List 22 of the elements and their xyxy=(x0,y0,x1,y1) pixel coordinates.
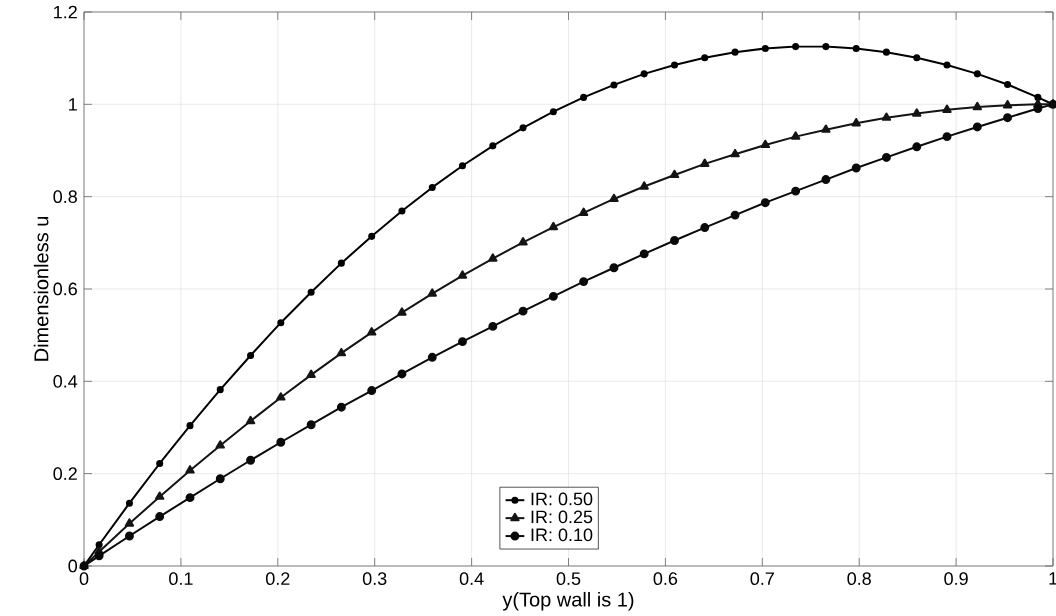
x-tick-label: 0.8 xyxy=(847,572,871,585)
legend-label: IR: 0.25 xyxy=(531,510,593,524)
x-tick-label: 0.3 xyxy=(362,572,387,585)
x-tick-label: 0.7 xyxy=(750,572,774,585)
x-tick-label: 0.6 xyxy=(653,572,678,585)
y-tick-label: 1.2 xyxy=(54,5,77,19)
x-axis-title: y(Top wall is 1) xyxy=(502,591,634,611)
legend-label: IR: 0.50 xyxy=(531,492,593,506)
legend-label: IR: 0.10 xyxy=(531,528,593,542)
y-tick-label: 0.4 xyxy=(53,374,78,388)
x-tick-label: 0.5 xyxy=(556,572,581,585)
y-tick-label: 0.2 xyxy=(53,467,77,481)
y-tick-label: 0.6 xyxy=(53,282,77,296)
x-tick-label: 0.4 xyxy=(459,572,484,585)
y-tick-label: 0 xyxy=(68,559,78,573)
x-tick-label: 0.2 xyxy=(266,572,290,585)
x-tick-label: 0 xyxy=(79,572,89,585)
x-tick-label: 0.1 xyxy=(169,572,193,585)
x-tick-label: 0.9 xyxy=(944,572,968,585)
y-axis-title: Dimensionless u xyxy=(33,217,49,361)
y-tick-label: 1 xyxy=(69,98,77,111)
y-tick-label: 0.8 xyxy=(53,190,77,204)
